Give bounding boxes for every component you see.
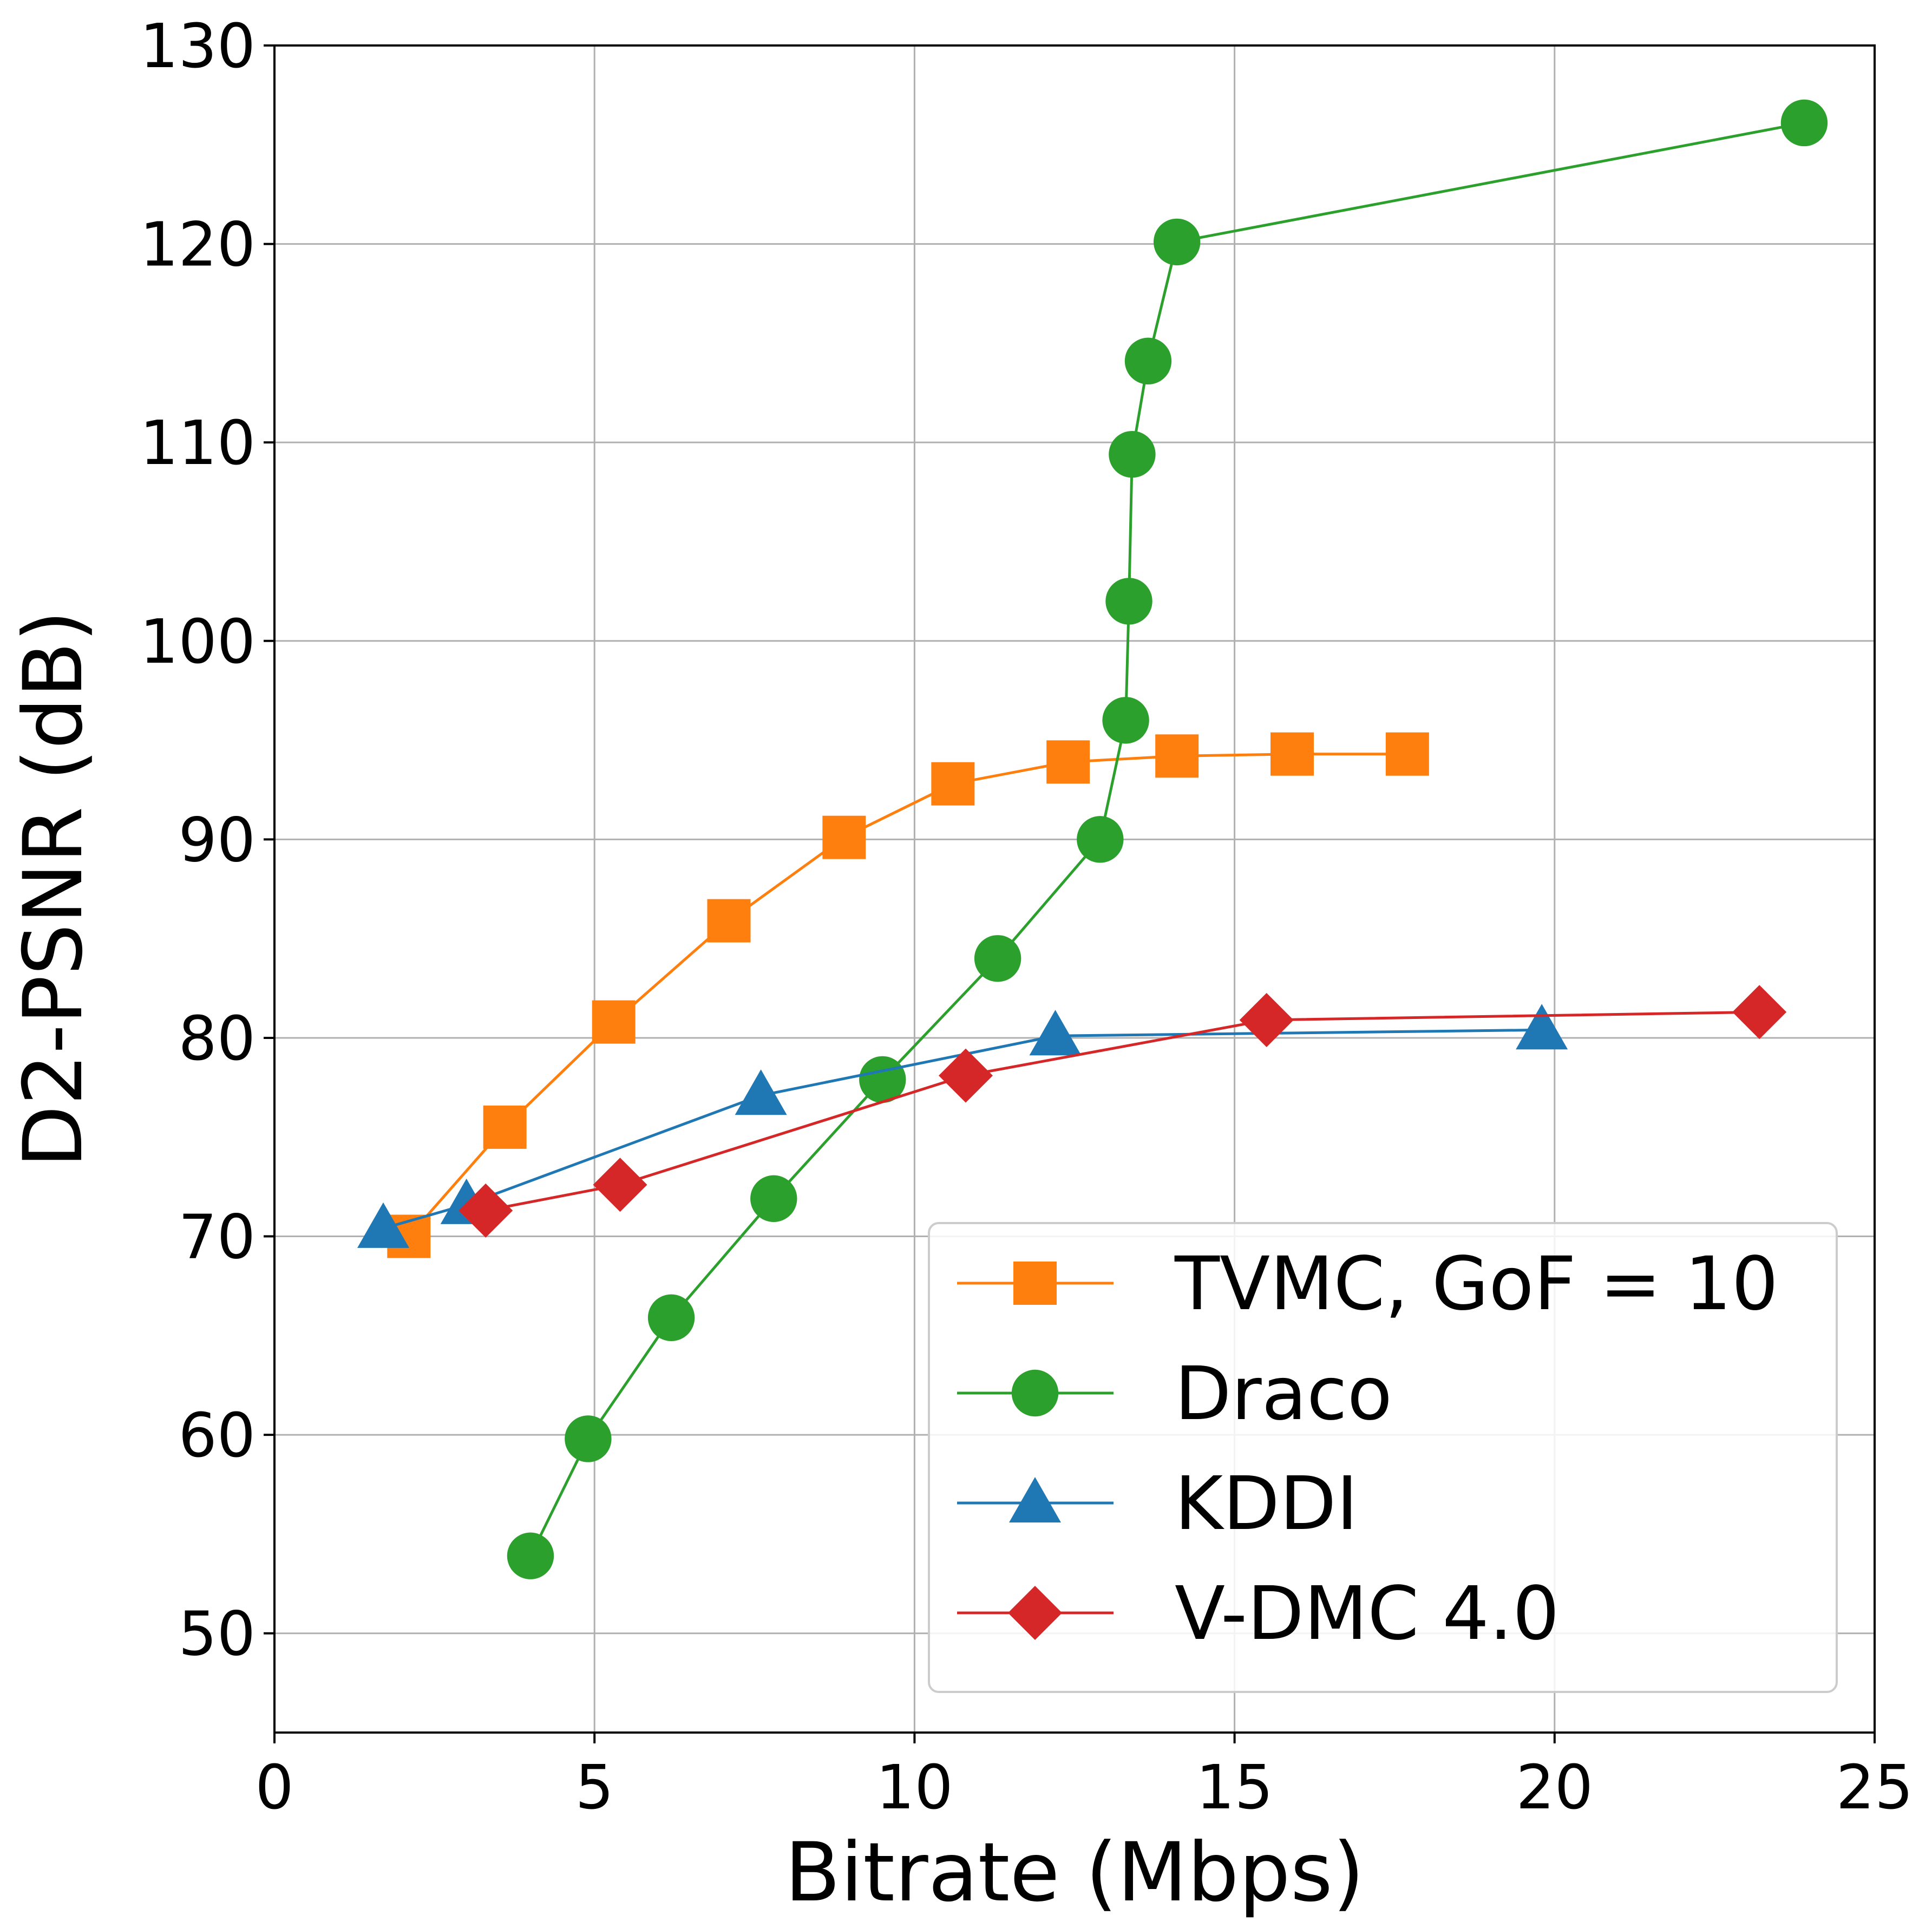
data-point [938,1048,993,1103]
x-tick-label: 0 [255,1753,293,1823]
y-tick-label: 90 [178,805,256,875]
data-point [357,1202,410,1248]
y-tick-label: 60 [178,1401,256,1471]
data-point [974,935,1021,982]
data-point [647,1294,695,1342]
series-3 [459,985,1787,1238]
data-point [1155,734,1199,778]
data-point [1239,992,1294,1047]
legend-marker [1011,1369,1059,1417]
x-tick-label: 20 [1516,1753,1594,1823]
data-point [1270,732,1314,776]
series-0 [387,732,1429,1258]
data-point [507,1532,554,1579]
data-point [1109,430,1156,478]
legend-label: Draco [1175,1351,1392,1437]
y-tick-label: 80 [178,1004,256,1074]
data-point [459,1183,513,1238]
series-line [408,753,1407,1238]
data-point [1105,578,1152,625]
data-point [1732,985,1787,1040]
series-layer [357,99,1828,1579]
legend-marker [1009,1477,1061,1522]
x-tick-label: 15 [1196,1753,1273,1823]
legend-label: TVMC, GoF = 10 [1174,1241,1778,1327]
data-point [1046,740,1090,784]
y-axis-title: D2-PSNR (dB) [6,610,101,1168]
data-point [1385,732,1429,776]
y-tick-label: 110 [140,408,256,479]
x-tick-label: 5 [575,1753,614,1823]
data-point [592,1000,636,1044]
ticks: 0 5 10 15 20 25 50 60 70 80 90 100 110 120 130 [140,11,1913,1823]
data-point [1077,816,1124,863]
y-tick-label: 70 [178,1202,256,1273]
data-point [1124,337,1172,385]
data-point [931,762,975,806]
data-point [707,899,751,943]
legend: TVMC, GoF = 10 Draco KDDI V-DMC 4.0 [928,1222,1838,1693]
data-point [1516,1004,1568,1050]
legend-label: V-DMC 4.0 [1175,1571,1560,1657]
x-tick-label: 25 [1836,1753,1914,1823]
y-tick-label: 130 [140,11,256,82]
legend-marker [1008,1586,1062,1640]
y-tick-label: 50 [178,1599,256,1670]
x-axis-title: Bitrate (Mbps) [785,1826,1365,1920]
data-point [1102,697,1149,744]
y-tick-label: 100 [140,607,256,677]
data-point [483,1105,527,1149]
data-point [593,1158,647,1212]
data-point [750,1175,797,1223]
data-point [735,1069,787,1115]
legend-box [928,1222,1838,1693]
legend-label: KDDI [1175,1461,1358,1547]
data-point [822,815,866,859]
x-tick-label: 10 [876,1753,953,1823]
data-point [1780,99,1828,147]
data-point [565,1415,612,1462]
y-tick-label: 120 [140,210,256,280]
plot-frame [273,44,1876,1734]
series-1 [507,99,1828,1579]
data-point [1029,1010,1082,1056]
data-point [1153,218,1201,266]
legend-marker [1013,1262,1057,1305]
